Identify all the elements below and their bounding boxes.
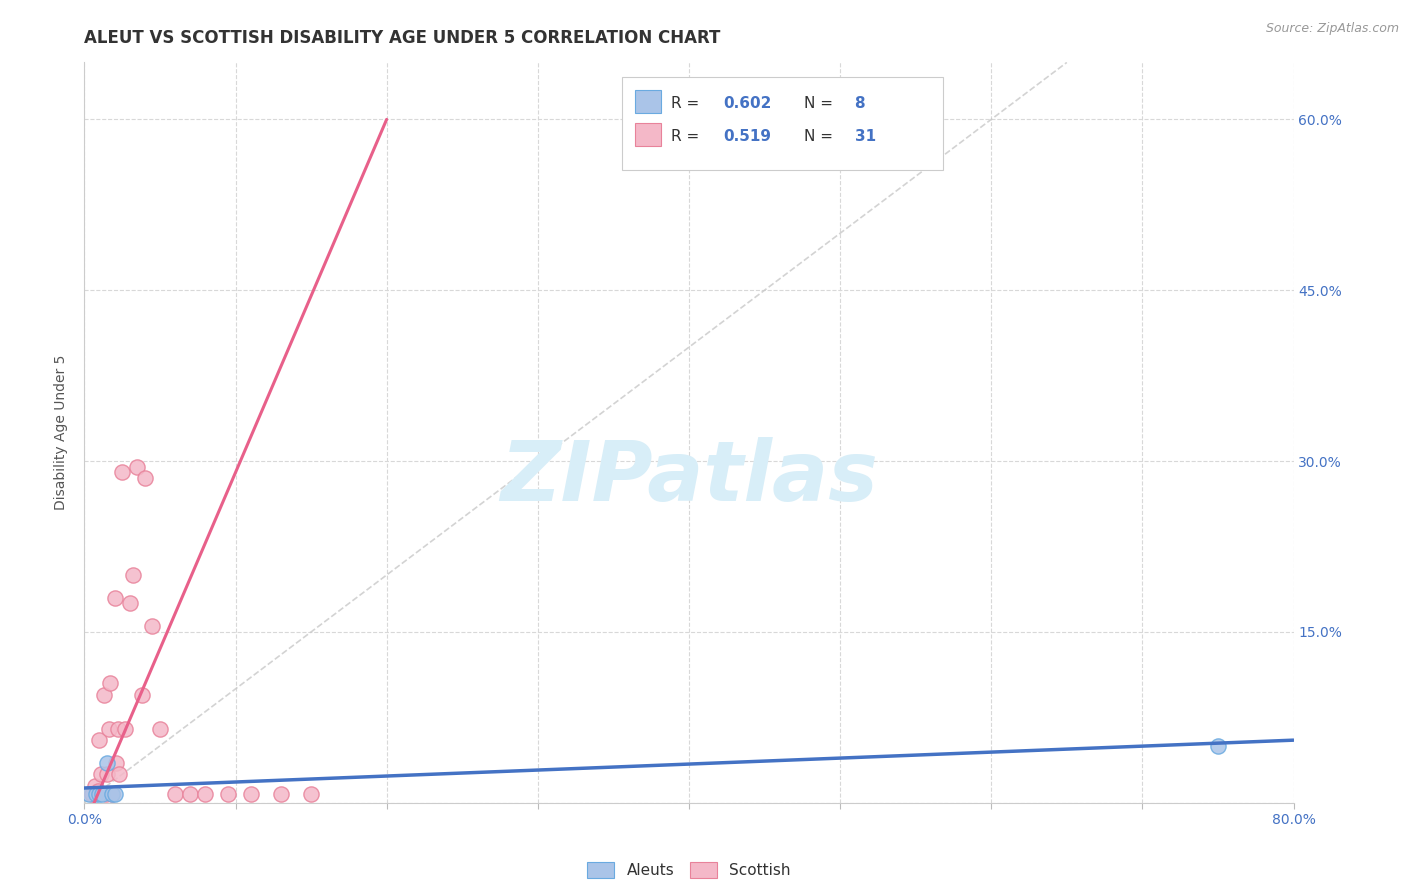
Text: R =: R =: [671, 129, 704, 144]
Point: [114, 722, 136, 736]
Text: 0.519: 0.519: [723, 129, 770, 144]
Point: [80, 787, 103, 801]
Point: [105, 756, 128, 770]
Point: [87, 784, 110, 798]
Point: [127, 459, 149, 474]
Point: [217, 787, 239, 801]
Point: [86, 787, 108, 801]
Text: Source: ZipAtlas.com: Source: ZipAtlas.com: [1265, 22, 1399, 36]
Point: [299, 787, 322, 801]
Point: [111, 466, 134, 480]
Point: [165, 787, 187, 801]
Point: [134, 471, 156, 485]
Text: N =: N =: [804, 129, 838, 144]
Y-axis label: Disability Age Under 5: Disability Age Under 5: [55, 355, 69, 510]
Text: 31: 31: [855, 129, 876, 144]
Text: ALEUT VS SCOTTISH DISABILITY AGE UNDER 5 CORRELATION CHART: ALEUT VS SCOTTISH DISABILITY AGE UNDER 5…: [84, 29, 721, 47]
Point: [100, 787, 122, 801]
Point: [104, 591, 127, 605]
Text: ZIPatlas: ZIPatlas: [501, 436, 877, 517]
Point: [100, 787, 122, 801]
Point: [96, 767, 118, 781]
Point: [77, 787, 100, 801]
Point: [89, 733, 111, 747]
Point: [118, 597, 141, 611]
Point: [270, 787, 292, 801]
Point: [104, 787, 127, 801]
FancyBboxPatch shape: [634, 123, 661, 146]
Point: [107, 722, 129, 736]
Point: [239, 787, 262, 801]
Point: [141, 619, 163, 633]
Point: [179, 787, 201, 801]
Point: [91, 787, 114, 801]
Text: N =: N =: [804, 95, 838, 111]
FancyBboxPatch shape: [623, 78, 943, 169]
Legend: Aleuts, Scottish: Aleuts, Scottish: [581, 856, 797, 884]
FancyBboxPatch shape: [634, 90, 661, 112]
Point: [98, 676, 121, 690]
Point: [94, 787, 117, 801]
Point: [131, 688, 153, 702]
Point: [89, 787, 111, 801]
Text: 0.602: 0.602: [723, 95, 770, 111]
Point: [97, 722, 120, 736]
Point: [149, 722, 172, 736]
Point: [90, 767, 112, 781]
Point: [93, 688, 115, 702]
Point: [1206, 739, 1229, 753]
Point: [84, 779, 107, 793]
Point: [108, 767, 131, 781]
Point: [121, 568, 143, 582]
Text: R =: R =: [671, 95, 704, 111]
Text: 8: 8: [855, 95, 865, 111]
Point: [96, 756, 118, 770]
Point: [194, 787, 217, 801]
